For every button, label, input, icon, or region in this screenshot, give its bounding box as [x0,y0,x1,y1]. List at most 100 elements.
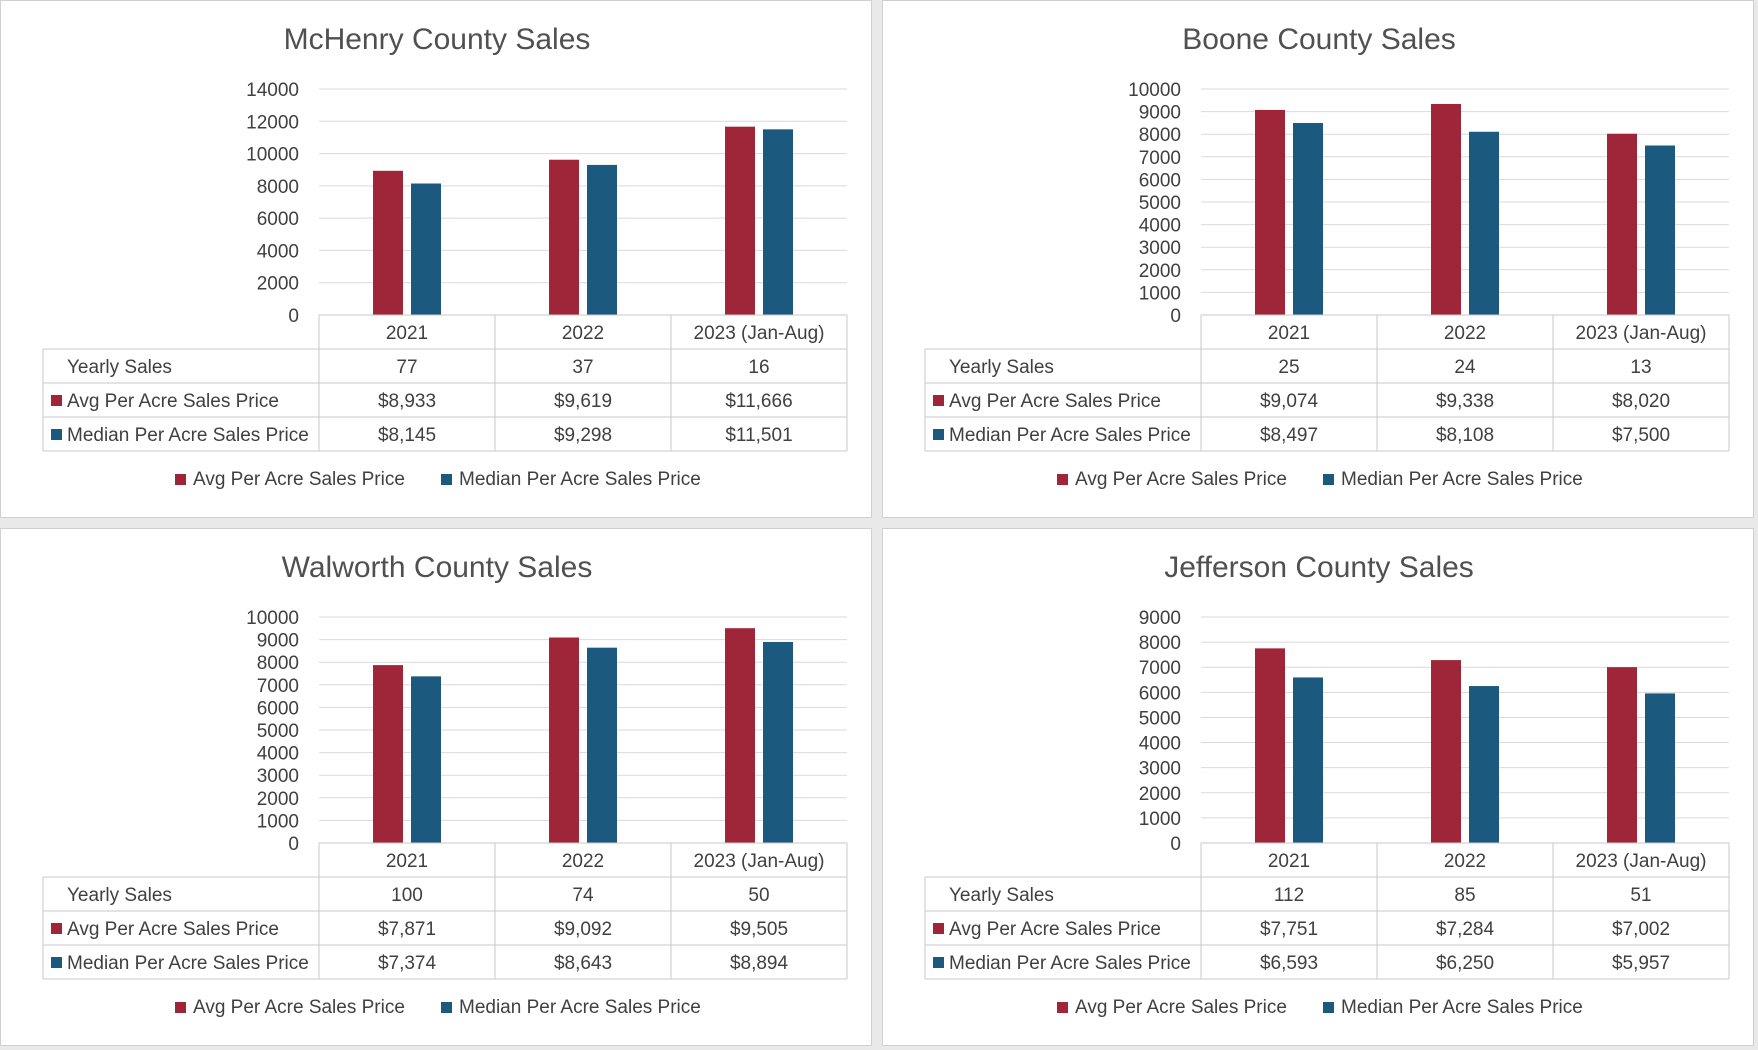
y-tick-label: 2000 [257,274,299,295]
y-tick-label: 8000 [257,653,299,674]
legend-avg-swatch [175,1002,186,1013]
data-label-median-price: $8,145 [378,425,436,446]
y-tick-label: 6000 [257,698,299,719]
legend-key-median-price [51,429,62,440]
row-label-yearly-sales: Yearly Sales [949,885,1054,906]
y-tick-label: 3000 [1139,759,1181,780]
legend-key-avg-price [51,923,62,934]
avg-bar [1431,660,1461,843]
legend-key-median-price [933,957,944,968]
median-bar [587,164,617,315]
y-tick-label: 6000 [257,209,299,230]
avg-bar [549,637,579,843]
data-label-median-price: $5,957 [1612,953,1670,974]
data-label-avg-price: $9,338 [1436,391,1494,412]
y-tick-label: 7000 [257,676,299,697]
avg-bar [1607,667,1637,843]
row-label-avg-price: Avg Per Acre Sales Price [67,391,279,412]
legend-median-swatch [1323,1002,1334,1013]
median-bar [411,676,441,843]
avg-bar [1255,648,1285,843]
data-label-avg-price: $9,505 [730,919,788,940]
row-label-avg-price: Avg Per Acre Sales Price [949,391,1161,412]
data-label-avg-price: $7,284 [1436,919,1495,940]
y-tick-label: 9000 [257,631,299,652]
x-tick-label: 2022 [562,323,604,344]
data-label-median-price: $6,593 [1260,953,1318,974]
median-bar [1293,677,1323,843]
y-tick-label: 12000 [246,112,299,133]
x-tick-label: 2023 (Jan-Aug) [694,323,825,344]
y-tick-label: 8000 [1139,125,1181,146]
median-bar [1469,686,1499,843]
x-tick-label: 2022 [562,851,604,872]
data-label-yearly-sales: 24 [1454,357,1476,378]
row-label-yearly-sales: Yearly Sales [67,885,172,906]
data-label-yearly-sales: 112 [1274,885,1304,906]
data-label-yearly-sales: 13 [1630,357,1651,378]
chart-panel-boone: Boone County Sales 0 1000 2000 3000 4000 5000 6… [882,0,1754,518]
data-label-yearly-sales: 37 [572,357,593,378]
avg-bar [549,159,579,315]
legend-avg-label: Avg Per Acre Sales Price [1075,469,1287,490]
chart-title: McHenry County Sales [284,23,591,56]
x-tick-label: 2023 (Jan-Aug) [694,851,825,872]
legend-median-swatch [441,474,452,485]
legend-avg-label: Avg Per Acre Sales Price [193,997,405,1018]
x-tick-label: 2021 [386,323,428,344]
row-label-yearly-sales: Yearly Sales [67,357,172,378]
data-label-avg-price: $7,871 [378,919,436,940]
median-bar [1293,122,1323,315]
legend-median-label: Median Per Acre Sales Price [459,997,701,1018]
data-label-yearly-sales: 74 [572,885,594,906]
median-bar [1469,131,1499,315]
data-label-avg-price: $11,666 [725,391,792,412]
legend-key-median-price [51,957,62,968]
chart-title: Walworth County Sales [282,551,593,584]
y-tick-label: 4000 [257,241,299,262]
data-label-avg-price: $8,933 [378,391,436,412]
y-tick-label: 8000 [1139,633,1181,654]
y-tick-label: 0 [288,306,299,327]
row-label-median-price: Median Per Acre Sales Price [67,953,309,974]
y-tick-label: 4000 [1139,734,1181,755]
legend-key-avg-price [51,395,62,406]
y-tick-label: 10000 [246,608,299,629]
row-label-median-price: Median Per Acre Sales Price [67,425,309,446]
legend-avg-swatch [1057,1002,1068,1013]
median-bar [411,183,441,315]
y-tick-label: 8000 [257,177,299,198]
data-label-median-price: $8,497 [1260,425,1318,446]
legend-key-avg-price [933,395,944,406]
y-tick-label: 2000 [1139,784,1181,805]
y-tick-label: 0 [1170,306,1181,327]
avg-bar [725,628,755,843]
legend-avg-swatch [175,474,186,485]
y-tick-label: 2000 [257,789,299,810]
legend-avg-swatch [1057,474,1068,485]
y-tick-label: 5000 [1139,708,1181,729]
avg-bar [373,665,403,843]
x-tick-label: 2022 [1444,851,1486,872]
chart-svg-jefferson: Jefferson County Sales 0 1000 2000 3000 4000 5… [924,551,1730,1018]
median-bar [763,129,793,315]
y-tick-label: 5000 [1139,193,1181,214]
legend-median-label: Median Per Acre Sales Price [459,469,701,490]
legend-median-swatch [1323,474,1334,485]
y-tick-label: 1000 [1139,809,1181,830]
data-label-median-price: $8,643 [554,953,612,974]
chart-panel-walworth: Walworth County Sales 0 1000 2000 3000 4000 50… [0,528,872,1046]
data-label-median-price: $11,501 [725,425,792,446]
data-label-median-price: $6,250 [1436,953,1494,974]
avg-bar [373,170,403,315]
x-tick-label: 2021 [386,851,428,872]
legend-key-avg-price [933,923,944,934]
y-tick-label: 2000 [1139,261,1181,282]
chart-title: Boone County Sales [1182,23,1456,56]
data-label-avg-price: $8,020 [1612,391,1670,412]
avg-bar [725,126,755,315]
data-label-avg-price: $9,619 [554,391,612,412]
median-bar [763,641,793,843]
data-label-yearly-sales: 100 [391,885,423,906]
avg-bar [1255,109,1285,315]
